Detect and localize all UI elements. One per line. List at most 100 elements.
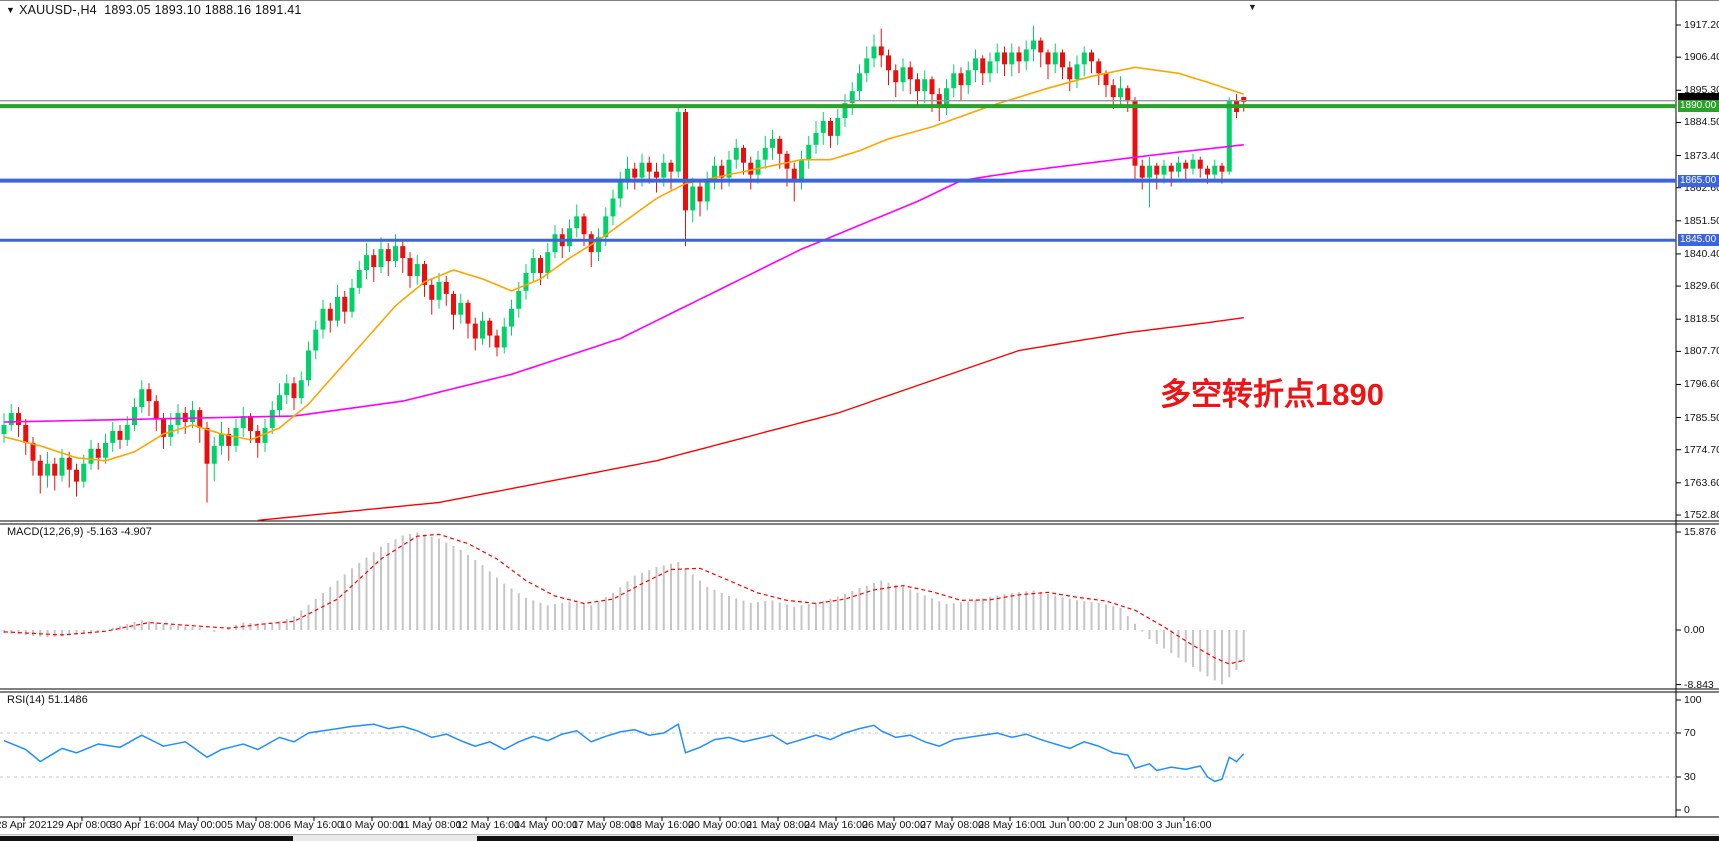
candle-down <box>958 73 964 86</box>
candle-down <box>1067 67 1073 80</box>
candle-down <box>1125 88 1131 101</box>
candle-up <box>806 144 812 160</box>
time-axis-label: 26 May 00:00 <box>862 819 926 831</box>
candle-up <box>574 216 580 229</box>
candle-up <box>675 112 681 172</box>
candle-up <box>59 457 65 476</box>
candle-up <box>900 67 906 83</box>
candle-up <box>277 395 282 411</box>
candle-down <box>66 457 72 470</box>
candle-up <box>1074 64 1080 80</box>
candle-up <box>509 308 514 327</box>
candle-down <box>146 389 152 402</box>
candle-down <box>153 401 159 420</box>
candle-up <box>951 73 957 89</box>
candle-up <box>480 320 485 339</box>
price-axis-label: 1807.70 <box>1684 345 1719 358</box>
indicator-scale-label: 30 <box>1684 771 1696 783</box>
bid-price-box <box>1678 92 1719 102</box>
candle-up <box>8 413 14 425</box>
candle-down <box>1154 165 1160 175</box>
candle-up <box>1023 49 1029 62</box>
time-axis-label: 24 May 16:00 <box>804 819 868 831</box>
price-axis-label: 1785.50 <box>1684 411 1719 424</box>
candle-up <box>335 296 340 321</box>
candle-up <box>603 216 609 238</box>
candle-up <box>132 407 137 425</box>
candle-up <box>596 237 601 253</box>
candle-down <box>1038 40 1044 53</box>
time-axis-label: 30 Apr 16:00 <box>110 819 170 831</box>
candle-down <box>748 162 754 175</box>
candle-down <box>929 79 935 95</box>
candle-down <box>1110 85 1116 98</box>
candle-up <box>458 302 464 315</box>
candle-down <box>878 46 884 56</box>
candle-down <box>588 234 594 253</box>
candle-down <box>915 79 920 92</box>
candle-up <box>501 326 507 348</box>
candle-up <box>762 147 768 160</box>
chart-shift-triangle-icon[interactable]: ▼ <box>1248 2 1257 12</box>
symbol-label: XAUUSD-,H4 <box>19 3 97 17</box>
candle-up <box>552 234 558 253</box>
candle-up <box>1176 162 1181 172</box>
candle-down <box>668 162 674 172</box>
candle-down <box>443 281 449 294</box>
candle-down <box>371 255 377 268</box>
candle-up <box>298 380 304 399</box>
candle-up <box>1 424 7 434</box>
indicator-scale-label: 0 <box>1684 804 1690 816</box>
candle-up <box>813 132 819 145</box>
candle-up <box>262 427 268 443</box>
candle-up <box>219 433 224 446</box>
time-axis-label: 14 May 00:00 <box>514 819 578 831</box>
candle-up <box>306 350 311 381</box>
candle-down <box>16 413 21 425</box>
candle-down <box>538 258 543 273</box>
time-axis-label: 1 Jun 00:00 <box>1040 819 1096 831</box>
time-axis-label: 29 Apr 08:00 <box>52 819 112 831</box>
ma-mid-magenta <box>3 144 1244 423</box>
scrollbar-segment-right[interactable] <box>477 836 1719 841</box>
price-axis-label: 1752.80 <box>1684 509 1719 521</box>
time-axis-label: 3 Jun 16:00 <box>1156 819 1212 831</box>
chart-title: ▼ XAUUSD-,H4 1893.05 1893.10 1888.16 1891… <box>6 3 302 17</box>
candle-up <box>944 88 949 107</box>
scrollbar-segment-left[interactable] <box>0 836 293 841</box>
candle-down <box>1060 52 1065 68</box>
candle-up <box>349 287 355 312</box>
indicator-scale-label: 0.00 <box>1684 624 1705 636</box>
candle-down <box>291 383 297 399</box>
candle-up <box>124 424 130 440</box>
candle-up <box>1081 52 1087 65</box>
candle-up <box>1161 165 1167 175</box>
collapse-triangle-icon[interactable]: ▼ <box>6 5 16 15</box>
candle-down <box>980 58 986 74</box>
candle-up <box>690 186 696 211</box>
rsi-line <box>3 723 1245 783</box>
candle-down <box>472 323 478 339</box>
candle-up <box>139 389 145 408</box>
candle-up <box>284 383 290 396</box>
candle-down <box>1219 165 1225 172</box>
rsi-indicator-label: RSI(14) 51.1486 <box>7 694 88 706</box>
indicator-scale-label: 70 <box>1684 727 1696 739</box>
candle-up <box>639 162 645 178</box>
candle-up <box>1009 52 1015 65</box>
candle-down <box>248 416 253 431</box>
candle-up <box>712 165 717 181</box>
price-axis-label: 1873.40 <box>1684 149 1719 162</box>
candle-down <box>429 284 435 300</box>
candle-down <box>37 460 43 476</box>
candle-down <box>1103 73 1109 86</box>
horizontal-scrollbar[interactable] <box>0 834 1719 841</box>
candle-up <box>987 61 993 74</box>
candle-up <box>922 79 928 92</box>
indicator-scale-label: -8.843 <box>1684 678 1714 691</box>
time-axis-label: 11 May 08:00 <box>398 819 462 831</box>
price-axis-label: 1851.50 <box>1684 214 1719 227</box>
candle-up <box>864 58 870 74</box>
candle-down <box>23 424 29 443</box>
